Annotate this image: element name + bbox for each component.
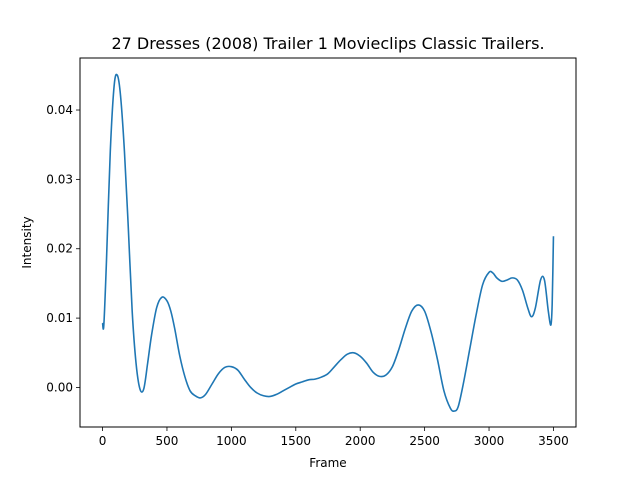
plot-frame (79, 57, 577, 428)
y-tick-label: 0.03 (46, 172, 73, 186)
x-tick-label: 1500 (281, 434, 312, 448)
y-tick-label: 0.04 (46, 103, 73, 117)
y-axis: 0.00 0.01 0.02 0.03 0.04 (46, 103, 80, 394)
series-line (101, 73, 555, 412)
x-tick-label: 3500 (538, 434, 569, 448)
x-tick-label: 500 (156, 434, 179, 448)
x-tick-label: 0 (99, 434, 107, 448)
chart-title: 27 Dresses (2008) Trailer 1 Movieclips C… (111, 34, 544, 53)
y-axis-label: Intensity (20, 216, 34, 268)
y-tick-label: 0.02 (46, 242, 73, 256)
y-tick-label: 0.00 (46, 380, 73, 394)
x-tick-label: 3000 (474, 434, 505, 448)
plot-layer (101, 73, 555, 412)
x-tick-label: 1000 (216, 434, 247, 448)
x-axis-label: Frame (309, 456, 346, 470)
x-tick-label: 2500 (409, 434, 440, 448)
x-tick-label: 2000 (345, 434, 376, 448)
x-axis: 0 500 1000 1500 2000 2500 3000 3500 (99, 427, 569, 448)
y-tick-label: 0.01 (46, 311, 73, 325)
